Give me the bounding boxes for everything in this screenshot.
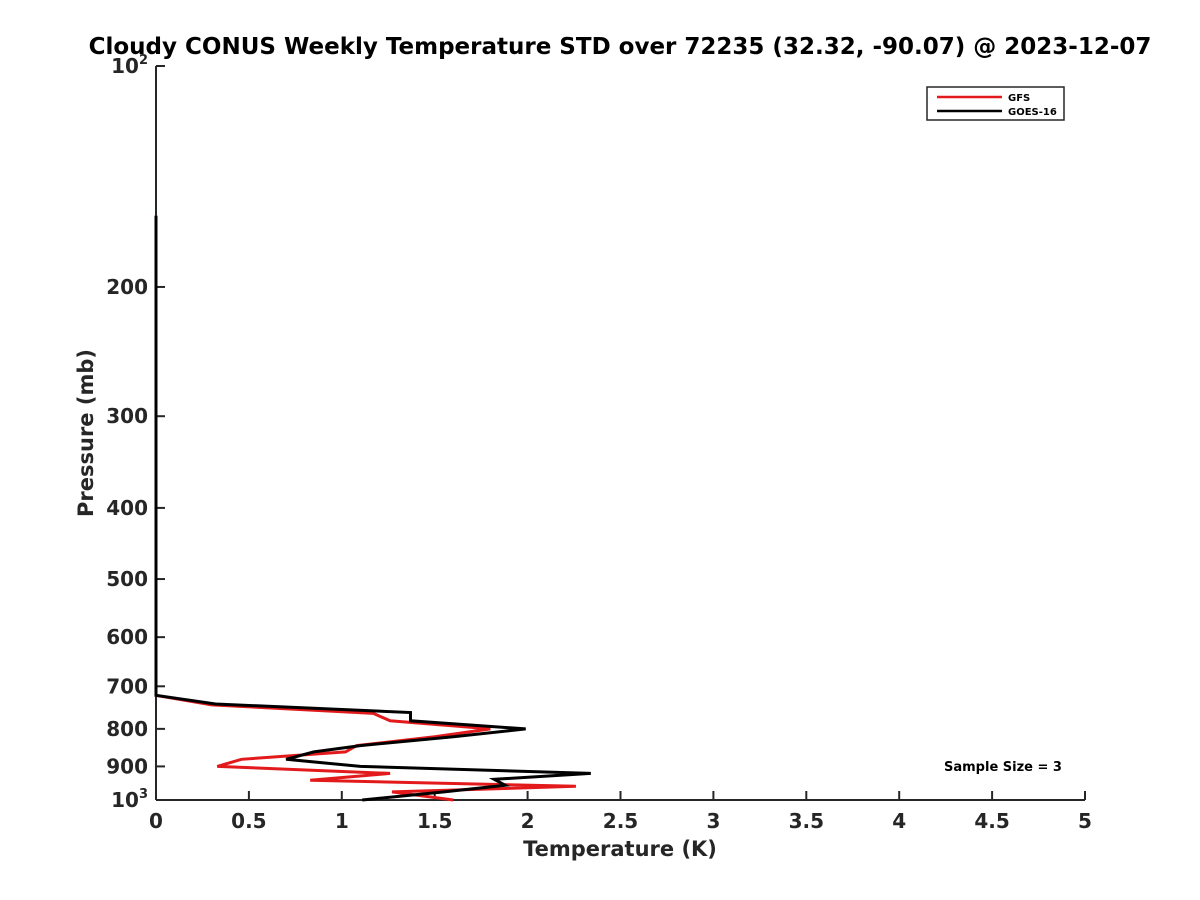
y-tick-label: 200	[106, 275, 148, 299]
y-axis-label: Pressure (mb)	[74, 349, 98, 517]
y-tick-label: 600	[106, 625, 148, 649]
x-tick-label: 5	[1078, 809, 1092, 833]
legend-box	[926, 86, 1065, 121]
y-tick-label: 800	[106, 717, 148, 741]
y-tick-exponent: 2	[139, 53, 148, 68]
x-tick-label: 1	[335, 809, 349, 833]
y-tick-label: 103	[111, 787, 148, 812]
sample-size-annotation: Sample Size = 3	[944, 760, 1062, 775]
legend-label-gfs: GFS	[1008, 93, 1030, 104]
x-ticks: 0 0.5 1 1.5 2 2.5 3 3.5 4 4.5 5	[149, 791, 1092, 833]
y-tick-label: 500	[106, 567, 148, 591]
x-tick-label: 0	[149, 809, 163, 833]
series-layer	[154, 215, 591, 802]
x-axis-label: Temperature (K)	[523, 837, 717, 861]
y-tick-base: 10	[111, 54, 139, 78]
chart-title: Cloudy CONUS Weekly Temperature STD over…	[89, 34, 1152, 60]
axes	[155, 66, 1085, 801]
y-tick-label: 400	[106, 496, 148, 520]
x-tick-label: 4.5	[974, 809, 1009, 833]
y-tick-label: 900	[106, 754, 148, 778]
legend: GFS GOES-16	[926, 86, 1065, 121]
y-tick-label: 700	[106, 674, 148, 698]
x-tick-label: 3	[706, 809, 720, 833]
x-tick-label: 1.5	[417, 809, 452, 833]
series-line-gfs	[154, 215, 576, 802]
y-tick-label: 300	[106, 404, 148, 428]
legend-label-goes16: GOES-16	[1008, 107, 1057, 118]
series-line-goes16	[154, 215, 591, 802]
x-tick-label: 2.5	[603, 809, 638, 833]
x-tick-label: 3.5	[789, 809, 824, 833]
y-tick-label: 102	[111, 53, 148, 78]
y-tick-exponent: 3	[139, 787, 148, 802]
x-tick-label: 2	[521, 809, 535, 833]
x-tick-label: 4	[892, 809, 906, 833]
x-tick-label: 0.5	[231, 809, 266, 833]
y-tick-base: 10	[111, 788, 139, 812]
